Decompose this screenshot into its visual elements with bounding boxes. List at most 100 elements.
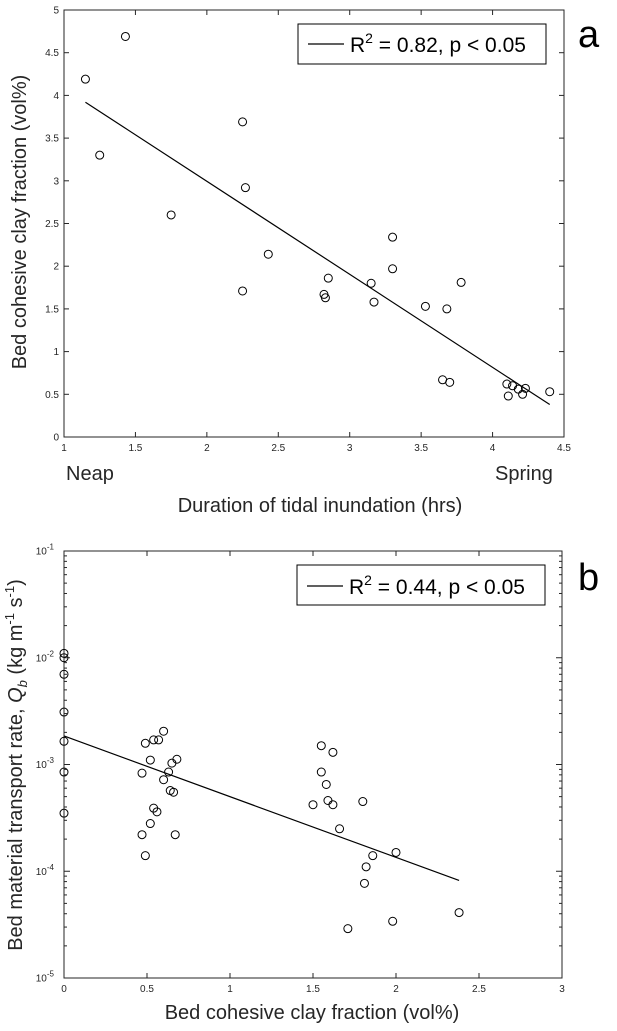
x-tick-label-a: 2 [204,443,210,454]
data-point-b [137,768,147,778]
data-point-a [323,273,333,283]
y-tick-label-a: 2 [53,262,59,273]
x-tick-label-a: 3 [347,443,353,454]
axes-ticks-a: 1 1.5 2 2.5 3 3.5 4 4.5 0 0.5 1 1.5 2 2.5 3 3.5 4 4.5 5 [45,6,571,455]
data-point-b [137,830,147,840]
data-point-b [159,775,169,785]
data-point-a [545,387,555,397]
y-tick-label-a: 3 [53,176,59,187]
x-axis-label-b: Bed cohesive clay fraction (vol%) [165,1002,460,1024]
y-tick-label-a: 3.5 [45,134,59,145]
data-point-b [361,862,371,872]
data-point-b [321,779,331,789]
data-point-b [454,908,464,918]
panel-b: 0 0.5 1 1.5 2 2.5 3 10-1 10-2 10-3 10-4 10-5 R2 = 0… [2,543,599,1025]
fit-line-a [85,101,551,406]
y-tick-label-b: 10-2 [36,649,55,664]
data-point-b [145,755,155,765]
data-point-b [316,767,326,777]
data-point-b [59,808,69,818]
x-tick-label-a: 1.5 [128,443,142,454]
x-tick-label-a: 4.5 [557,443,571,454]
y-tick-label-b: 10-4 [36,863,55,878]
data-point-a [520,383,530,393]
data-point-b [59,648,69,658]
y-tick-label-b: 10-1 [36,543,55,558]
x-axis-label-a: Duration of tidal inundation (hrs) [178,495,463,517]
data-point-a [502,379,512,389]
data-point-b [335,824,345,834]
data-point-b [359,878,369,888]
data-point-b [159,726,169,736]
data-point-b [358,797,368,807]
axes-ticks-b: 0 0.5 1 1.5 2 2.5 3 10-1 10-2 10-3 10-4 10-5 [36,543,565,996]
data-point-b [59,767,69,777]
x-extra-label-spring: Spring [495,463,553,485]
plot-area-a [63,9,565,438]
data-point-a [388,264,398,274]
data-point-b [164,767,174,777]
data-point-b [140,851,150,861]
x-tick-label-a: 2.5 [271,443,285,454]
data-point-a [320,293,330,303]
data-point-a [238,286,248,296]
y-tick-label-a: 0.5 [45,390,59,401]
y-tick-label-a: 1.5 [45,304,59,315]
legend-text-a: R2 = 0.82, p < 0.05 [350,30,526,57]
y-tick-label-a: 0 [53,433,59,444]
plot-area-b [63,550,563,979]
y-tick-label-a: 2.5 [45,219,59,230]
data-point-b [169,787,179,797]
data-point-a [369,297,379,307]
y-tick-label-a: 5 [53,6,59,17]
x-tick-label-a: 4 [490,443,496,454]
data-point-b [328,800,338,810]
y-tick-label-b: 10-3 [36,756,55,771]
x-tick-label-b: 3 [559,984,565,995]
data-point-b [140,738,150,748]
data-point-a [263,249,273,259]
x-tick-label-b: 0 [61,984,67,995]
data-point-b [343,924,353,934]
data-point-a [456,277,466,287]
data-point-b [59,653,69,663]
panel-a: 1 1.5 2 2.5 3 3.5 4 4.5 0 0.5 1 1.5 2 2.5 3 3.5 4 4.5 5 R2… [9,6,600,518]
data-point-a [120,31,130,41]
y-axis-label-b: Bed material transport rate, Qb (kg m-1 … [2,579,30,951]
data-point-a [388,232,398,242]
data-point-b [145,819,155,829]
x-tick-label-b: 1.5 [306,984,320,995]
data-point-a [366,278,376,288]
y-axis-label-a: Bed cohesive clay fraction (vol%) [9,75,31,370]
x-tick-label-b: 2 [393,984,399,995]
data-point-b [59,669,69,679]
y-tick-label-a: 4.5 [45,48,59,59]
data-point-a [80,74,90,84]
data-point-a [442,304,452,314]
data-point-b [172,754,182,764]
data-point-b [152,807,162,817]
data-point-b [316,741,326,751]
data-point-b [368,851,378,861]
x-tick-label-a: 1 [61,443,67,454]
data-point-a [238,117,248,127]
y-tick-label-b: 10-5 [36,970,55,985]
data-point-b [170,830,180,840]
x-tick-label-a: 3.5 [414,443,428,454]
x-tick-label-b: 1 [227,984,233,995]
data-point-b [308,800,318,810]
data-point-a [95,150,105,160]
y-tick-label-a: 1 [53,347,59,358]
data-point-a [503,391,513,401]
y-tick-label-a: 4 [53,91,59,102]
panel-label-b: b [578,557,599,599]
points-b [59,648,464,934]
points-a [80,31,555,401]
legend-text-b: R2 = 0.44, p < 0.05 [349,572,525,599]
data-point-a [240,183,250,193]
data-point-b [149,735,159,745]
x-tick-label-b: 0.5 [140,984,154,995]
data-point-b [391,847,401,857]
data-point-a [166,210,176,220]
